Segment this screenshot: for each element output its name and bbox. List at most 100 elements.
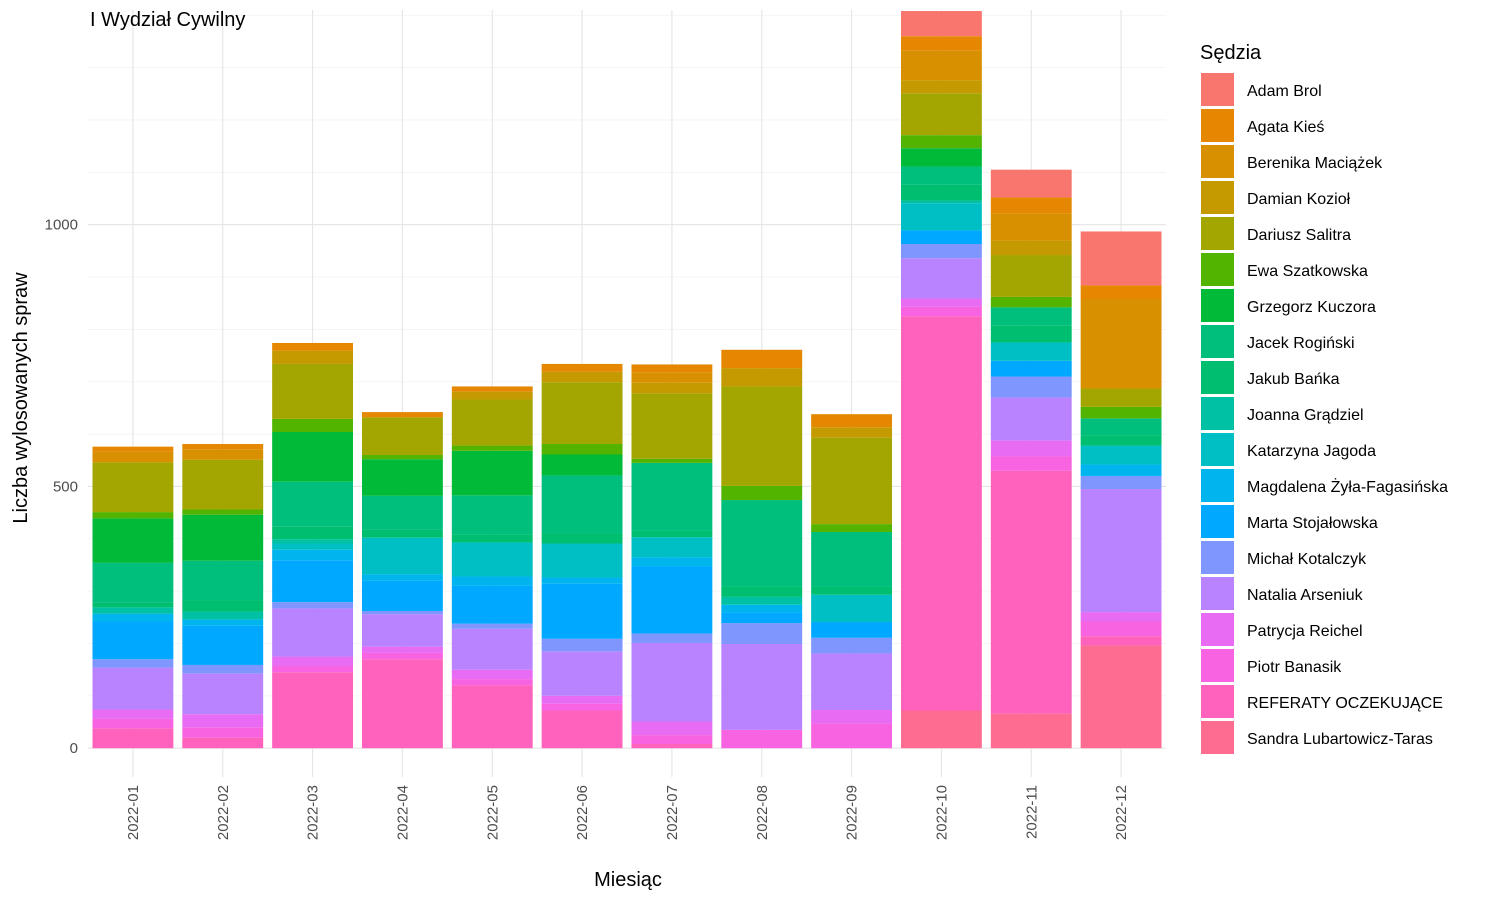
bar-segment xyxy=(721,386,803,486)
bar-segment xyxy=(1080,475,1162,490)
bar-segment xyxy=(811,594,893,623)
legend-swatch xyxy=(1201,361,1234,394)
bar-segment xyxy=(990,397,1072,441)
legend-swatch xyxy=(1201,181,1234,214)
bar-segment xyxy=(92,718,174,729)
bar-segment xyxy=(92,518,174,563)
bar-segment xyxy=(272,526,354,540)
bar-segment xyxy=(541,695,623,704)
bar-segment xyxy=(900,36,982,51)
bar-segment xyxy=(631,557,713,567)
bar-segment xyxy=(361,459,443,496)
bar-segment xyxy=(811,586,893,595)
bar-segment xyxy=(811,531,893,587)
bar-segment xyxy=(272,363,354,419)
legend-swatch xyxy=(1201,649,1234,682)
bar-segment xyxy=(721,596,803,605)
bar-segment xyxy=(272,350,354,364)
bar-segment xyxy=(92,446,174,452)
bar-segment xyxy=(900,306,982,317)
bar-segment xyxy=(990,296,1072,308)
bar-segment xyxy=(272,539,354,544)
legend-swatch xyxy=(1201,577,1234,610)
bar-segment xyxy=(182,600,264,612)
bar-segment xyxy=(900,148,982,167)
bar-segment xyxy=(1080,645,1162,749)
bar-segment xyxy=(451,623,533,629)
bar-segment xyxy=(451,450,533,496)
bar-segment xyxy=(900,258,982,299)
x-tick-label: 2022-09 xyxy=(844,785,861,840)
bar-segment xyxy=(272,418,354,432)
bar-segment xyxy=(721,349,803,369)
bar-segment xyxy=(900,93,982,136)
bar-segment xyxy=(92,613,174,622)
bar-segment xyxy=(182,459,264,510)
bar-segment xyxy=(721,612,803,624)
bar-segment xyxy=(182,737,264,749)
bar-segment xyxy=(182,727,264,738)
bar-segment xyxy=(92,462,174,513)
bar-segment xyxy=(990,325,1072,343)
bar-segment xyxy=(272,602,354,609)
bar-segment xyxy=(361,529,443,538)
bar-segment xyxy=(361,537,443,575)
bar-segment xyxy=(1080,489,1162,613)
bar-segment xyxy=(721,623,803,645)
x-axis-title: Miesiąc xyxy=(594,869,662,891)
bar-segment xyxy=(990,456,1072,471)
bar-segment xyxy=(451,386,533,392)
legend-swatch xyxy=(1201,73,1234,106)
bar-segment xyxy=(361,412,443,418)
bar-segment xyxy=(811,524,893,532)
legend-swatch xyxy=(1201,289,1234,322)
bar-segment xyxy=(541,444,623,455)
bar-segment xyxy=(272,666,354,673)
bar-segment xyxy=(541,577,623,584)
bar-segment xyxy=(451,685,533,749)
bar-segment xyxy=(451,445,533,451)
bar-segment xyxy=(361,611,443,615)
bar-segment xyxy=(451,576,533,586)
bar-segment xyxy=(900,184,982,201)
bar-segment xyxy=(1080,231,1162,286)
bar-segment xyxy=(631,372,713,383)
bar-segment xyxy=(631,633,713,643)
bar-segment xyxy=(900,298,982,307)
bar-segment xyxy=(182,714,264,728)
legend-label: Adam Brol xyxy=(1247,83,1322,100)
bar-segment xyxy=(1080,621,1162,637)
legend-swatch xyxy=(1201,469,1234,502)
bar-segment xyxy=(631,530,713,538)
y-tick-label: 1000 xyxy=(45,217,78,234)
bar-segment xyxy=(900,135,982,149)
bar-segment xyxy=(541,371,623,383)
legend-swatch xyxy=(1201,217,1234,250)
bar-segment xyxy=(541,703,623,711)
legend-label: Berenika Maciążek xyxy=(1247,155,1383,172)
bar-segment xyxy=(272,672,354,749)
legend-label: Dariusz Salitra xyxy=(1247,227,1351,244)
bar-segment xyxy=(811,622,893,638)
bar-segment xyxy=(361,580,443,612)
legend-label: Joanna Grądziel xyxy=(1247,407,1364,424)
bar-segment xyxy=(541,583,623,639)
bar-segment xyxy=(721,729,803,749)
legend-label: Magdalena Żyła-Fagasińska xyxy=(1247,477,1448,496)
bar-segment xyxy=(451,679,533,686)
bar-segment xyxy=(182,619,264,626)
bar-segment xyxy=(631,458,713,463)
bar-segment xyxy=(631,721,713,736)
x-tick-label: 2022-03 xyxy=(305,785,322,840)
bar-segment xyxy=(721,586,803,597)
bar-segment xyxy=(631,566,713,634)
bar-segment xyxy=(1080,299,1162,389)
bar-segment xyxy=(900,200,982,204)
legend-label: Ewa Szatkowska xyxy=(1247,263,1368,280)
bar-segment xyxy=(182,444,264,450)
legend-swatch xyxy=(1201,109,1234,142)
legend-label: Piotr Banasik xyxy=(1247,659,1342,676)
bar-segment xyxy=(182,449,264,460)
bar-segment xyxy=(721,485,803,501)
x-tick-label: 2022-07 xyxy=(664,785,681,840)
